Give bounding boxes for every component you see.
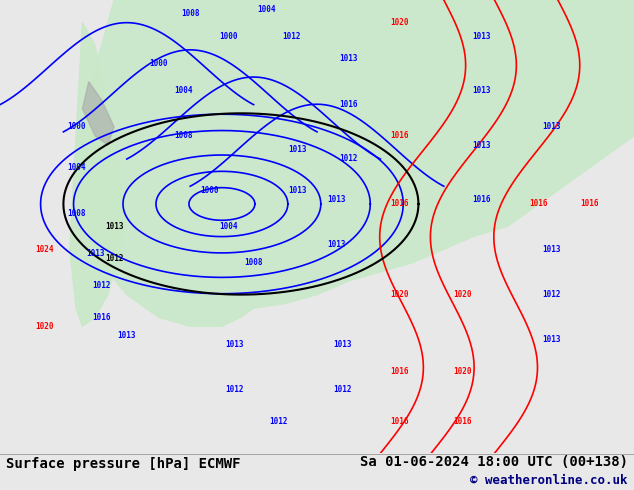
Text: 1013: 1013: [327, 240, 346, 249]
Text: 1000: 1000: [67, 122, 86, 131]
Text: 1013: 1013: [288, 145, 307, 154]
Text: 1020: 1020: [390, 18, 409, 27]
Text: 1004: 1004: [67, 163, 86, 172]
Text: 1020: 1020: [390, 290, 409, 299]
Text: 1008: 1008: [181, 9, 200, 18]
Text: Sa 01-06-2024 18:00 UTC (00+138): Sa 01-06-2024 18:00 UTC (00+138): [359, 455, 628, 469]
Text: 1000: 1000: [219, 32, 238, 41]
Text: 1016: 1016: [453, 417, 472, 426]
Text: © weatheronline.co.uk: © weatheronline.co.uk: [470, 474, 628, 488]
Text: 1012: 1012: [282, 32, 301, 41]
Text: 1016: 1016: [390, 199, 409, 208]
Text: 1024: 1024: [35, 245, 54, 254]
Text: 1012: 1012: [269, 417, 288, 426]
Polygon shape: [76, 0, 634, 326]
Text: Surface pressure [hPa] ECMWF: Surface pressure [hPa] ECMWF: [6, 457, 241, 471]
Text: 1016: 1016: [580, 199, 599, 208]
Text: 1020: 1020: [453, 367, 472, 376]
Text: 1004: 1004: [257, 4, 276, 14]
Text: 1008: 1008: [67, 209, 86, 218]
Text: 1020: 1020: [35, 322, 54, 331]
Text: 1013: 1013: [542, 336, 561, 344]
Text: 1013: 1013: [472, 32, 491, 41]
Text: 1013: 1013: [105, 222, 124, 231]
Text: 1016: 1016: [529, 199, 548, 208]
Polygon shape: [70, 23, 127, 326]
Text: 1012: 1012: [542, 290, 561, 299]
Text: 1016: 1016: [92, 313, 111, 322]
Text: 1013: 1013: [339, 54, 358, 63]
Text: 1012: 1012: [225, 385, 244, 394]
Text: 1013: 1013: [542, 245, 561, 254]
Text: 1016: 1016: [339, 100, 358, 109]
Text: 1000: 1000: [149, 59, 168, 68]
Text: 1000: 1000: [200, 186, 219, 195]
Text: 1020: 1020: [453, 290, 472, 299]
Text: 1013: 1013: [542, 122, 561, 131]
Text: 1004: 1004: [174, 86, 193, 95]
Text: 1012: 1012: [92, 281, 111, 290]
Text: 1016: 1016: [390, 367, 409, 376]
Text: 1013: 1013: [472, 86, 491, 95]
Text: 1016: 1016: [390, 131, 409, 141]
Text: 1012: 1012: [339, 154, 358, 163]
Text: 1013: 1013: [472, 141, 491, 149]
Text: 1013: 1013: [327, 195, 346, 204]
Text: 1013: 1013: [86, 249, 105, 258]
Text: 1016: 1016: [390, 417, 409, 426]
Text: 1008: 1008: [244, 258, 263, 268]
Text: 1012: 1012: [105, 254, 124, 263]
Text: 1008: 1008: [174, 131, 193, 141]
Text: 1012: 1012: [333, 385, 352, 394]
Text: 1013: 1013: [117, 331, 136, 340]
Polygon shape: [82, 82, 114, 145]
Text: 1013: 1013: [333, 340, 352, 349]
Text: 1013: 1013: [288, 186, 307, 195]
Text: 1004: 1004: [219, 222, 238, 231]
Text: 1013: 1013: [225, 340, 244, 349]
Text: 1016: 1016: [472, 195, 491, 204]
